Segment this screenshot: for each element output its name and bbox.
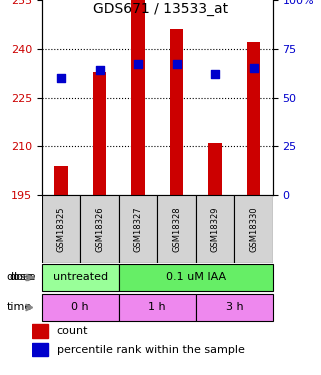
Text: dose: dose <box>6 273 33 282</box>
Bar <box>247 42 260 195</box>
Text: 3 h: 3 h <box>226 303 243 312</box>
Bar <box>32 324 48 338</box>
FancyBboxPatch shape <box>119 264 273 291</box>
Point <box>97 67 102 73</box>
Bar <box>208 143 222 195</box>
Bar <box>32 343 48 356</box>
Text: GSM18328: GSM18328 <box>172 206 181 252</box>
Text: count: count <box>56 326 88 336</box>
Bar <box>54 166 68 195</box>
Text: GSM18329: GSM18329 <box>211 206 220 252</box>
Text: GSM18326: GSM18326 <box>95 206 104 252</box>
Point <box>251 65 256 71</box>
FancyBboxPatch shape <box>196 195 234 262</box>
FancyBboxPatch shape <box>119 195 157 262</box>
Bar <box>170 29 183 195</box>
Text: GDS671 / 13533_at: GDS671 / 13533_at <box>93 2 228 16</box>
FancyBboxPatch shape <box>80 195 119 262</box>
FancyBboxPatch shape <box>42 294 119 321</box>
FancyBboxPatch shape <box>196 294 273 321</box>
Text: 1 h: 1 h <box>149 303 166 312</box>
FancyBboxPatch shape <box>119 294 196 321</box>
Text: 0.1 uM IAA: 0.1 uM IAA <box>166 273 226 282</box>
Point <box>135 62 141 68</box>
Text: 0 h: 0 h <box>72 303 89 312</box>
Bar <box>131 0 145 195</box>
Text: GSM18325: GSM18325 <box>56 206 65 252</box>
Text: untreated: untreated <box>53 273 108 282</box>
Bar <box>93 72 106 195</box>
Text: GSM18327: GSM18327 <box>134 206 143 252</box>
Text: GSM18330: GSM18330 <box>249 206 258 252</box>
FancyBboxPatch shape <box>157 195 196 262</box>
Text: time: time <box>6 303 32 312</box>
FancyBboxPatch shape <box>42 195 80 262</box>
Point <box>58 75 64 81</box>
Point <box>213 71 218 77</box>
Text: percentile rank within the sample: percentile rank within the sample <box>56 345 245 355</box>
Text: dose: dose <box>9 273 36 282</box>
FancyBboxPatch shape <box>234 195 273 262</box>
FancyBboxPatch shape <box>42 264 119 291</box>
Point <box>174 62 179 68</box>
